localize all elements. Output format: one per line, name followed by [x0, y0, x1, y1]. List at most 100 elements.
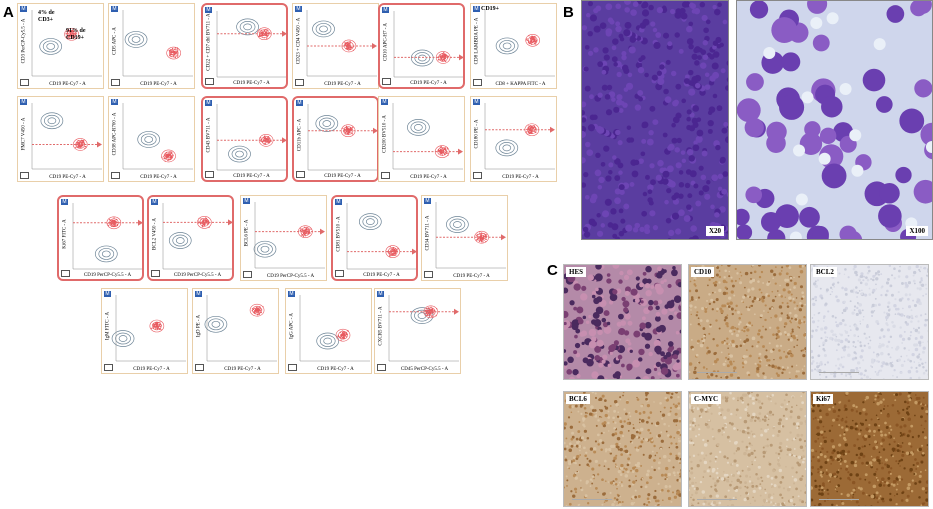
tissue-dot [692, 424, 695, 427]
cell [684, 182, 691, 189]
tissue-dot [635, 448, 640, 452]
event-dot [263, 34, 265, 36]
tissue-dot [701, 490, 706, 494]
tissue-dot [780, 403, 784, 407]
tissue-dot [672, 354, 679, 360]
tissue-dot [920, 424, 923, 427]
tissue-dot [897, 345, 899, 348]
contour [175, 237, 185, 244]
event-dot [113, 217, 115, 219]
x-axis-label: CD19 PE-Cy7 - A [453, 274, 490, 279]
tissue-dot [916, 287, 919, 290]
tissue-dot [766, 412, 770, 416]
tissue-dot [796, 426, 799, 429]
tissue-dot [709, 323, 712, 326]
tissue-dot [650, 285, 655, 289]
tissue-dot [612, 416, 615, 420]
tissue-dot [645, 473, 650, 477]
cell [666, 165, 674, 173]
cell [595, 5, 602, 12]
tissue-dot [570, 444, 574, 448]
tissue-dot [874, 274, 877, 277]
tissue-dot [739, 480, 743, 484]
tissue-dot [874, 304, 878, 307]
tissue-dot [835, 335, 838, 338]
tissue-dot [745, 474, 749, 478]
tissue-dot [726, 457, 729, 460]
cell [717, 173, 724, 180]
tissue-dot [899, 326, 902, 329]
tissue-dot [839, 340, 841, 342]
tissue-dot [819, 373, 821, 376]
tissue-dot [879, 409, 883, 412]
tissue-dot [922, 350, 925, 354]
event-dot [264, 30, 266, 32]
tissue-dot [805, 317, 806, 319]
tissue-dot [679, 457, 681, 461]
tissue-dot [802, 354, 806, 358]
tissue-dot [834, 333, 837, 336]
tissue-dot [648, 454, 652, 458]
tissue-dot [881, 466, 884, 470]
tissue-dot [628, 484, 632, 488]
tissue-dot [627, 457, 631, 461]
tissue-dot [838, 443, 842, 447]
tissue-dot [768, 462, 772, 466]
tissue-dot [870, 464, 873, 467]
tissue-dot [645, 481, 649, 485]
tissue-dot [834, 457, 838, 460]
tissue-dot [815, 368, 819, 372]
tissue-dot [699, 343, 704, 348]
cell [655, 83, 663, 91]
tissue-dot [819, 506, 821, 507]
tissue-dot [736, 272, 739, 275]
tissue-dot [878, 462, 881, 465]
cell [616, 71, 622, 78]
tissue-dot [844, 372, 848, 376]
tissue-dot [693, 279, 696, 282]
tissue-dot [918, 480, 922, 484]
tissue-dot [796, 461, 800, 465]
tissue-dot [677, 452, 681, 456]
tissue-dot [746, 465, 749, 468]
tissue-dot [858, 456, 861, 460]
tissue-dot [568, 376, 575, 379]
flow-plot: M CD5 APC - A CD19 PE-Cy7 - A [108, 3, 195, 89]
axes [206, 295, 277, 362]
tissue-dot [731, 343, 735, 347]
contour [152, 321, 162, 331]
tissue-dot [774, 502, 777, 505]
tissue-dot [779, 449, 783, 453]
tissue-dot [893, 440, 896, 443]
tissue-dot [817, 456, 820, 459]
tissue-dot [705, 367, 708, 370]
tissue-dot [765, 450, 768, 453]
tissue-dot [675, 330, 680, 335]
tissue-dot [875, 414, 878, 417]
tissue-dot [679, 433, 681, 437]
event-dot [389, 246, 391, 248]
tissue-dot [796, 433, 800, 437]
tissue-dot [716, 479, 720, 483]
tissue-dot [818, 484, 822, 488]
tissue-dot [907, 417, 912, 421]
tissue-dot [756, 373, 759, 376]
contour [253, 240, 277, 258]
tissue-dot [873, 310, 876, 312]
tissue-dot [588, 412, 593, 416]
tissue-dot [744, 481, 747, 484]
cell [719, 157, 726, 164]
tissue-dot [916, 465, 919, 468]
tissue-dot [774, 295, 777, 298]
tissue-dot [771, 393, 775, 397]
tissue-dot [819, 445, 821, 448]
tissue-dot [818, 420, 823, 424]
ihc-label-cmyc: C-MYC [691, 394, 722, 404]
event-dot [442, 147, 444, 150]
tissue-dot [777, 457, 780, 459]
event-dot [69, 31, 71, 33]
tissue-dot [689, 423, 692, 427]
event-dot [344, 44, 346, 47]
tissue-dot [603, 501, 606, 503]
tissue-dot [819, 409, 822, 412]
